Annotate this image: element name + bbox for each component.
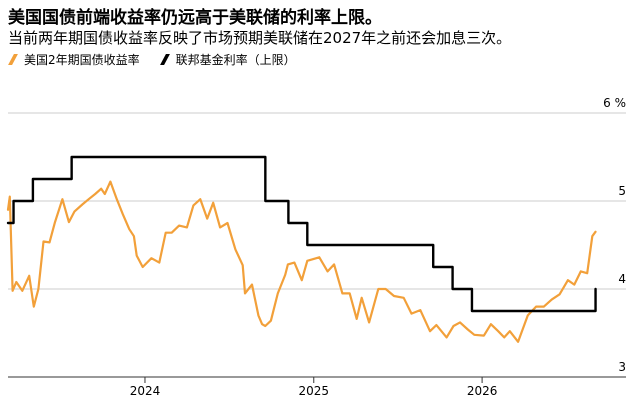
y-tick-label-0: 3 — [618, 360, 626, 374]
chart-subtitle: 当前两年期国债收益率反映了市场预期美联储在2027年之前还会加息三次。 — [8, 29, 512, 47]
series-line-fed-rate — [6, 155, 597, 313]
x-tick-label-1: 2025 — [298, 384, 329, 398]
legend-item-yield: 美国2年期国债收益率 — [8, 51, 140, 68]
series-line-yield — [6, 180, 597, 343]
legend-label-fed-rate: 联邦基金利率（上限） — [175, 53, 296, 67]
legend-label-yield: 美国2年期国债收益率 — [24, 53, 140, 67]
x-tick-label-0: 2024 — [130, 384, 161, 398]
chart-title: 美国国债前端收益率仍远高于美联储的利率上限。 — [8, 8, 382, 28]
legend-item-fed-rate: 联邦基金利率（上限） — [159, 51, 296, 68]
x-tick-label-2: 2026 — [467, 384, 498, 398]
y-tick-label-2: 5 — [618, 184, 626, 198]
legend: 美国2年期国债收益率 联邦基金利率（上限） — [8, 51, 316, 68]
y-tick-label-1: 4 — [618, 272, 626, 286]
y-tick-label-3: 6 % — [603, 96, 626, 110]
